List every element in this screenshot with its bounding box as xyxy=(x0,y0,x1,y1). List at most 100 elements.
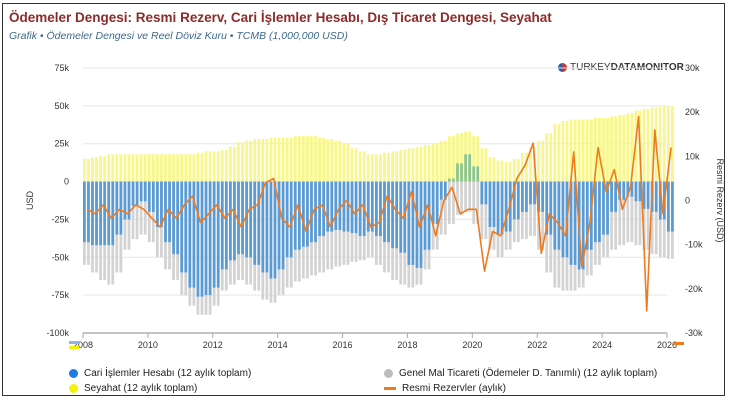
current-account-bar xyxy=(638,181,642,202)
legend-item-current-account[interactable]: Cari İşlemler Hesabı (12 aylık toplam) xyxy=(69,368,251,379)
travel-bar xyxy=(606,117,609,182)
travel-bar xyxy=(549,133,553,182)
current-account-bar xyxy=(302,181,305,247)
current-account-bar xyxy=(468,154,472,182)
current-account-bar xyxy=(196,181,200,297)
current-account-bar xyxy=(249,181,253,258)
y-tick-label: -25k xyxy=(51,214,69,224)
travel-bar xyxy=(233,146,236,182)
travel-bar xyxy=(391,151,394,182)
travel-bar xyxy=(622,114,626,182)
travel-bar xyxy=(630,113,634,182)
travel-bar xyxy=(318,137,321,182)
goods-trade-bar xyxy=(135,181,139,240)
current-account-bar xyxy=(176,181,180,255)
travel-bar xyxy=(541,140,545,182)
current-account-bar xyxy=(464,154,467,182)
travel-bar xyxy=(472,136,476,182)
legend-item-reserves[interactable]: Resmi Rezervler (aylık) xyxy=(384,383,506,394)
travel-bar xyxy=(143,154,147,182)
travel-bar xyxy=(346,143,350,182)
travel-bar xyxy=(484,148,488,182)
current-account-bar xyxy=(350,181,354,234)
current-account-bar xyxy=(512,181,516,220)
current-account-bar xyxy=(330,181,334,232)
current-account-bar xyxy=(646,181,650,209)
travel-bar xyxy=(253,139,257,182)
travel-bar xyxy=(557,124,561,182)
current-account-bar xyxy=(407,181,411,265)
current-account-bar xyxy=(610,181,613,212)
goods-trade-bar xyxy=(610,181,613,250)
current-account-bar xyxy=(224,181,228,270)
current-account-bar xyxy=(403,181,407,253)
travel-bar xyxy=(358,151,362,182)
current-account-bar xyxy=(525,181,528,212)
travel-bar xyxy=(314,136,317,182)
current-account-bar xyxy=(606,181,609,235)
current-account-bar xyxy=(553,181,557,250)
current-account-bar xyxy=(598,181,601,243)
current-account-bar xyxy=(484,181,488,205)
travel-bar xyxy=(172,154,175,182)
current-account-bar xyxy=(375,181,378,237)
travel-bar xyxy=(151,154,155,182)
y-tick-label: 50k xyxy=(54,101,69,111)
current-account-bar xyxy=(216,181,220,288)
travel-bar xyxy=(87,158,90,182)
current-account-bar xyxy=(521,181,524,212)
x-tick-label: 2026 xyxy=(657,340,677,350)
travel-bar xyxy=(147,154,151,182)
x-tick-label: 2012 xyxy=(203,340,223,350)
chart-subtitle[interactable]: Grafik • Ödemeler Dengesi ve Reel Döviz … xyxy=(9,30,348,42)
legend-item-travel[interactable]: Seyahat (12 aylık toplam) xyxy=(69,383,197,394)
current-account-bar xyxy=(439,181,443,200)
travel-bar xyxy=(415,146,419,182)
x-tick-label: 2024 xyxy=(592,340,612,350)
travel-bar xyxy=(241,142,244,182)
current-account-bar xyxy=(500,181,504,235)
current-account-bar xyxy=(622,181,626,200)
current-account-bar xyxy=(139,181,143,202)
current-account-bar xyxy=(658,181,662,220)
travel-bar xyxy=(310,136,313,182)
current-account-bar xyxy=(127,181,131,220)
travel-bar xyxy=(671,105,674,182)
goods-trade-bar xyxy=(618,181,622,246)
goods-trade-bar xyxy=(460,181,463,215)
current-account-bar xyxy=(630,181,634,197)
goods-trade-bar xyxy=(476,181,480,224)
travel-bar xyxy=(281,137,285,182)
travel-bar xyxy=(529,146,532,182)
travel-bar xyxy=(379,154,382,182)
travel-bar xyxy=(131,154,135,182)
current-account-bar xyxy=(537,181,540,212)
travel-bar xyxy=(395,151,399,182)
navigator-handle xyxy=(674,342,684,345)
current-account-bar xyxy=(472,166,476,182)
travel-bar xyxy=(338,140,342,182)
travel-bar xyxy=(545,133,549,182)
current-account-bar xyxy=(427,181,431,250)
current-account-bar xyxy=(172,181,175,255)
goods-trade-bar xyxy=(143,181,147,235)
travel-bar xyxy=(297,136,301,182)
current-account-bar xyxy=(379,181,382,237)
current-account-bar xyxy=(135,181,139,206)
travel-bar xyxy=(196,152,200,182)
current-account-bar xyxy=(91,181,94,246)
travel-bar xyxy=(387,152,390,182)
current-account-bar xyxy=(667,181,670,232)
legend-item-goods-trade[interactable]: Genel Mal Ticareti (Ödemeler D. Tanımlı)… xyxy=(384,368,657,379)
current-account-bar xyxy=(460,163,463,182)
current-account-bar xyxy=(233,181,236,261)
current-account-bar xyxy=(634,181,638,202)
current-account-bar xyxy=(529,181,532,205)
current-account-bar xyxy=(180,181,184,273)
legend-marker xyxy=(384,369,393,378)
travel-bar xyxy=(614,116,618,182)
current-account-bar xyxy=(448,178,451,182)
current-account-bar xyxy=(164,181,167,243)
travel-bar xyxy=(504,161,508,182)
travel-bar xyxy=(245,140,248,182)
